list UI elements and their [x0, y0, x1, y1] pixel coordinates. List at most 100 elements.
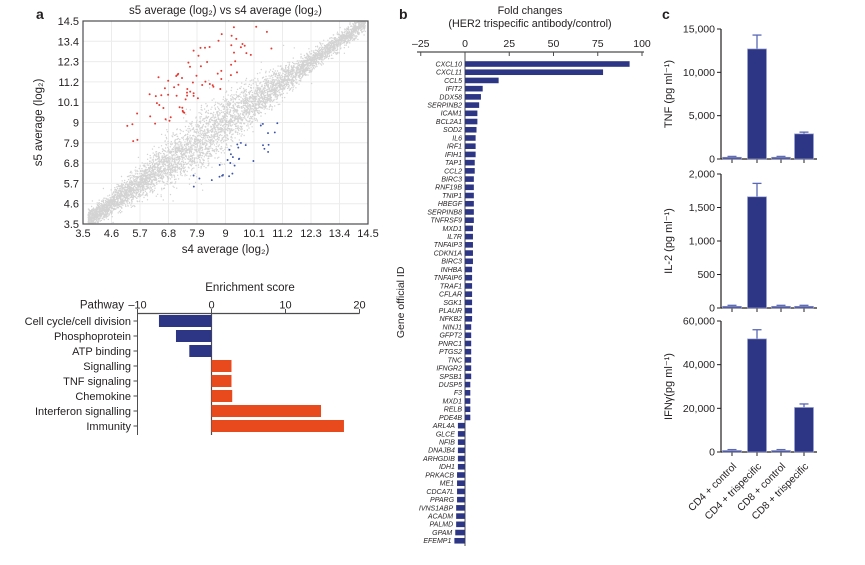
bar [465, 274, 473, 281]
gene-label: IDH1 [439, 464, 455, 471]
bar [465, 348, 472, 355]
bar [454, 537, 465, 544]
y-tick-label: 3.5 [64, 219, 79, 231]
gene-label: NINJ1 [443, 324, 463, 331]
pathway-label: TNF signaling [63, 376, 131, 388]
y-tick-label: 5.7 [64, 178, 79, 190]
y-tick-label: 0 [709, 447, 715, 459]
gene-label: ACADM [427, 514, 453, 521]
bar [211, 405, 322, 417]
bar [457, 480, 465, 487]
plot-border [82, 20, 369, 225]
gene-label: PLAUR [439, 308, 462, 315]
gene-label: ARHGDIB [422, 456, 455, 463]
bar [457, 422, 465, 429]
bar [456, 513, 465, 519]
y-tick-label: 2,000 [689, 169, 715, 181]
bar [175, 330, 212, 342]
gene-label: IL7R [447, 234, 462, 241]
x-tick-label: 50 [548, 38, 560, 50]
gene-label: GFPT2 [439, 333, 462, 340]
gene-label: PNRC1 [438, 341, 462, 348]
y-tick-label: 10.1 [58, 97, 79, 109]
x-tick-label: 20 [353, 300, 365, 312]
x-tick-label: 0 [462, 38, 468, 50]
x-tick-label: –10 [128, 300, 146, 312]
gene-label: HBEGF [438, 201, 463, 208]
y-tick-label: 9 [73, 118, 79, 130]
y-tick-label: 4.6 [64, 199, 79, 211]
bar [456, 505, 465, 511]
foldchange-svg: Fold changes(HER2 trispecific antibody/c… [395, 5, 651, 546]
bar [465, 126, 477, 133]
bar [747, 196, 767, 309]
scatter-points-blue [192, 122, 279, 188]
gene-label: CFLAR [439, 292, 462, 299]
bar [457, 472, 465, 478]
bar [465, 94, 481, 100]
y-tick-label: 11.2 [58, 77, 79, 89]
bar [465, 61, 630, 67]
bar [465, 102, 480, 108]
gene-label: IFIT2 [446, 86, 462, 93]
bar [465, 151, 476, 158]
bar [465, 283, 473, 289]
cytokine-svg: 0 5,000 10,000 15,000 TNF (pg ml⁻¹) 0 500 1,000… [663, 24, 817, 522]
bar [465, 324, 472, 330]
gene-label: SGK1 [443, 300, 462, 307]
pathway-label: Chemokine [75, 391, 131, 403]
gene-label: PPARG [430, 497, 455, 504]
bar [722, 156, 742, 160]
bar [722, 305, 742, 309]
scatter-svg: s5 average (log₂) vs s4 average (log₂) 3.… [33, 5, 379, 256]
gene-label: TNFRSF9 [431, 218, 463, 225]
bar [465, 77, 499, 84]
gene-label: TNIP1 [442, 193, 462, 200]
bar [465, 192, 474, 199]
pathway-label: Interferon signalling [35, 406, 131, 418]
y-tick-label: 20,000 [683, 403, 715, 415]
gene-label: MXD1 [443, 226, 463, 233]
bar [465, 69, 604, 76]
gene-label: TNFAIP3 [434, 242, 462, 249]
bar [465, 365, 472, 371]
gene-label: CCL2 [444, 168, 462, 175]
bar [457, 488, 465, 495]
gene-label: SOD2 [443, 127, 462, 134]
bar [465, 209, 474, 215]
bar [465, 258, 473, 265]
gene-label: BIRC3 [441, 176, 462, 183]
x-tick-label: 75 [592, 38, 604, 50]
gene-label: IL6 [452, 135, 462, 142]
gene-label: F3 [454, 390, 462, 397]
gene-label: SPSB1 [439, 374, 462, 381]
gene-label: DNAJB4 [428, 448, 455, 455]
bar [794, 305, 814, 309]
gene-label: ARL4A [432, 423, 456, 430]
x-tick-label: 11.2 [272, 228, 293, 240]
cytokine-bar-charts: 0 5,000 10,000 15,000 TNF (pg ml⁻¹) 0 500 1,000… [655, 0, 865, 565]
bar [465, 406, 471, 413]
bar [465, 357, 472, 363]
bar [465, 373, 472, 380]
y-tick-label: 15,000 [683, 24, 715, 36]
enrichment-bar-chart: Enrichment score Pathway –10 0 10 20 Cell cycl… [0, 278, 380, 483]
bar [747, 48, 767, 160]
bar [465, 299, 473, 306]
gene-label: RELB [444, 407, 463, 414]
bar [211, 375, 232, 387]
x-tick-label: 9 [222, 228, 228, 240]
x-tick-label: 5.7 [132, 228, 147, 240]
bar [457, 439, 465, 445]
gene-label: TRAF1 [440, 283, 462, 290]
gene-label: RNF19B [435, 185, 462, 192]
gene-label: GPAM [432, 530, 452, 537]
enrichment-title: Enrichment score [205, 282, 294, 294]
gene-label: EFEMP1 [423, 538, 451, 545]
x-tick-label: 6.8 [161, 228, 176, 240]
gene-label: DDX58 [439, 94, 462, 101]
bar [465, 316, 473, 322]
gene-label: PTGS2 [439, 349, 462, 356]
bar [465, 225, 473, 232]
